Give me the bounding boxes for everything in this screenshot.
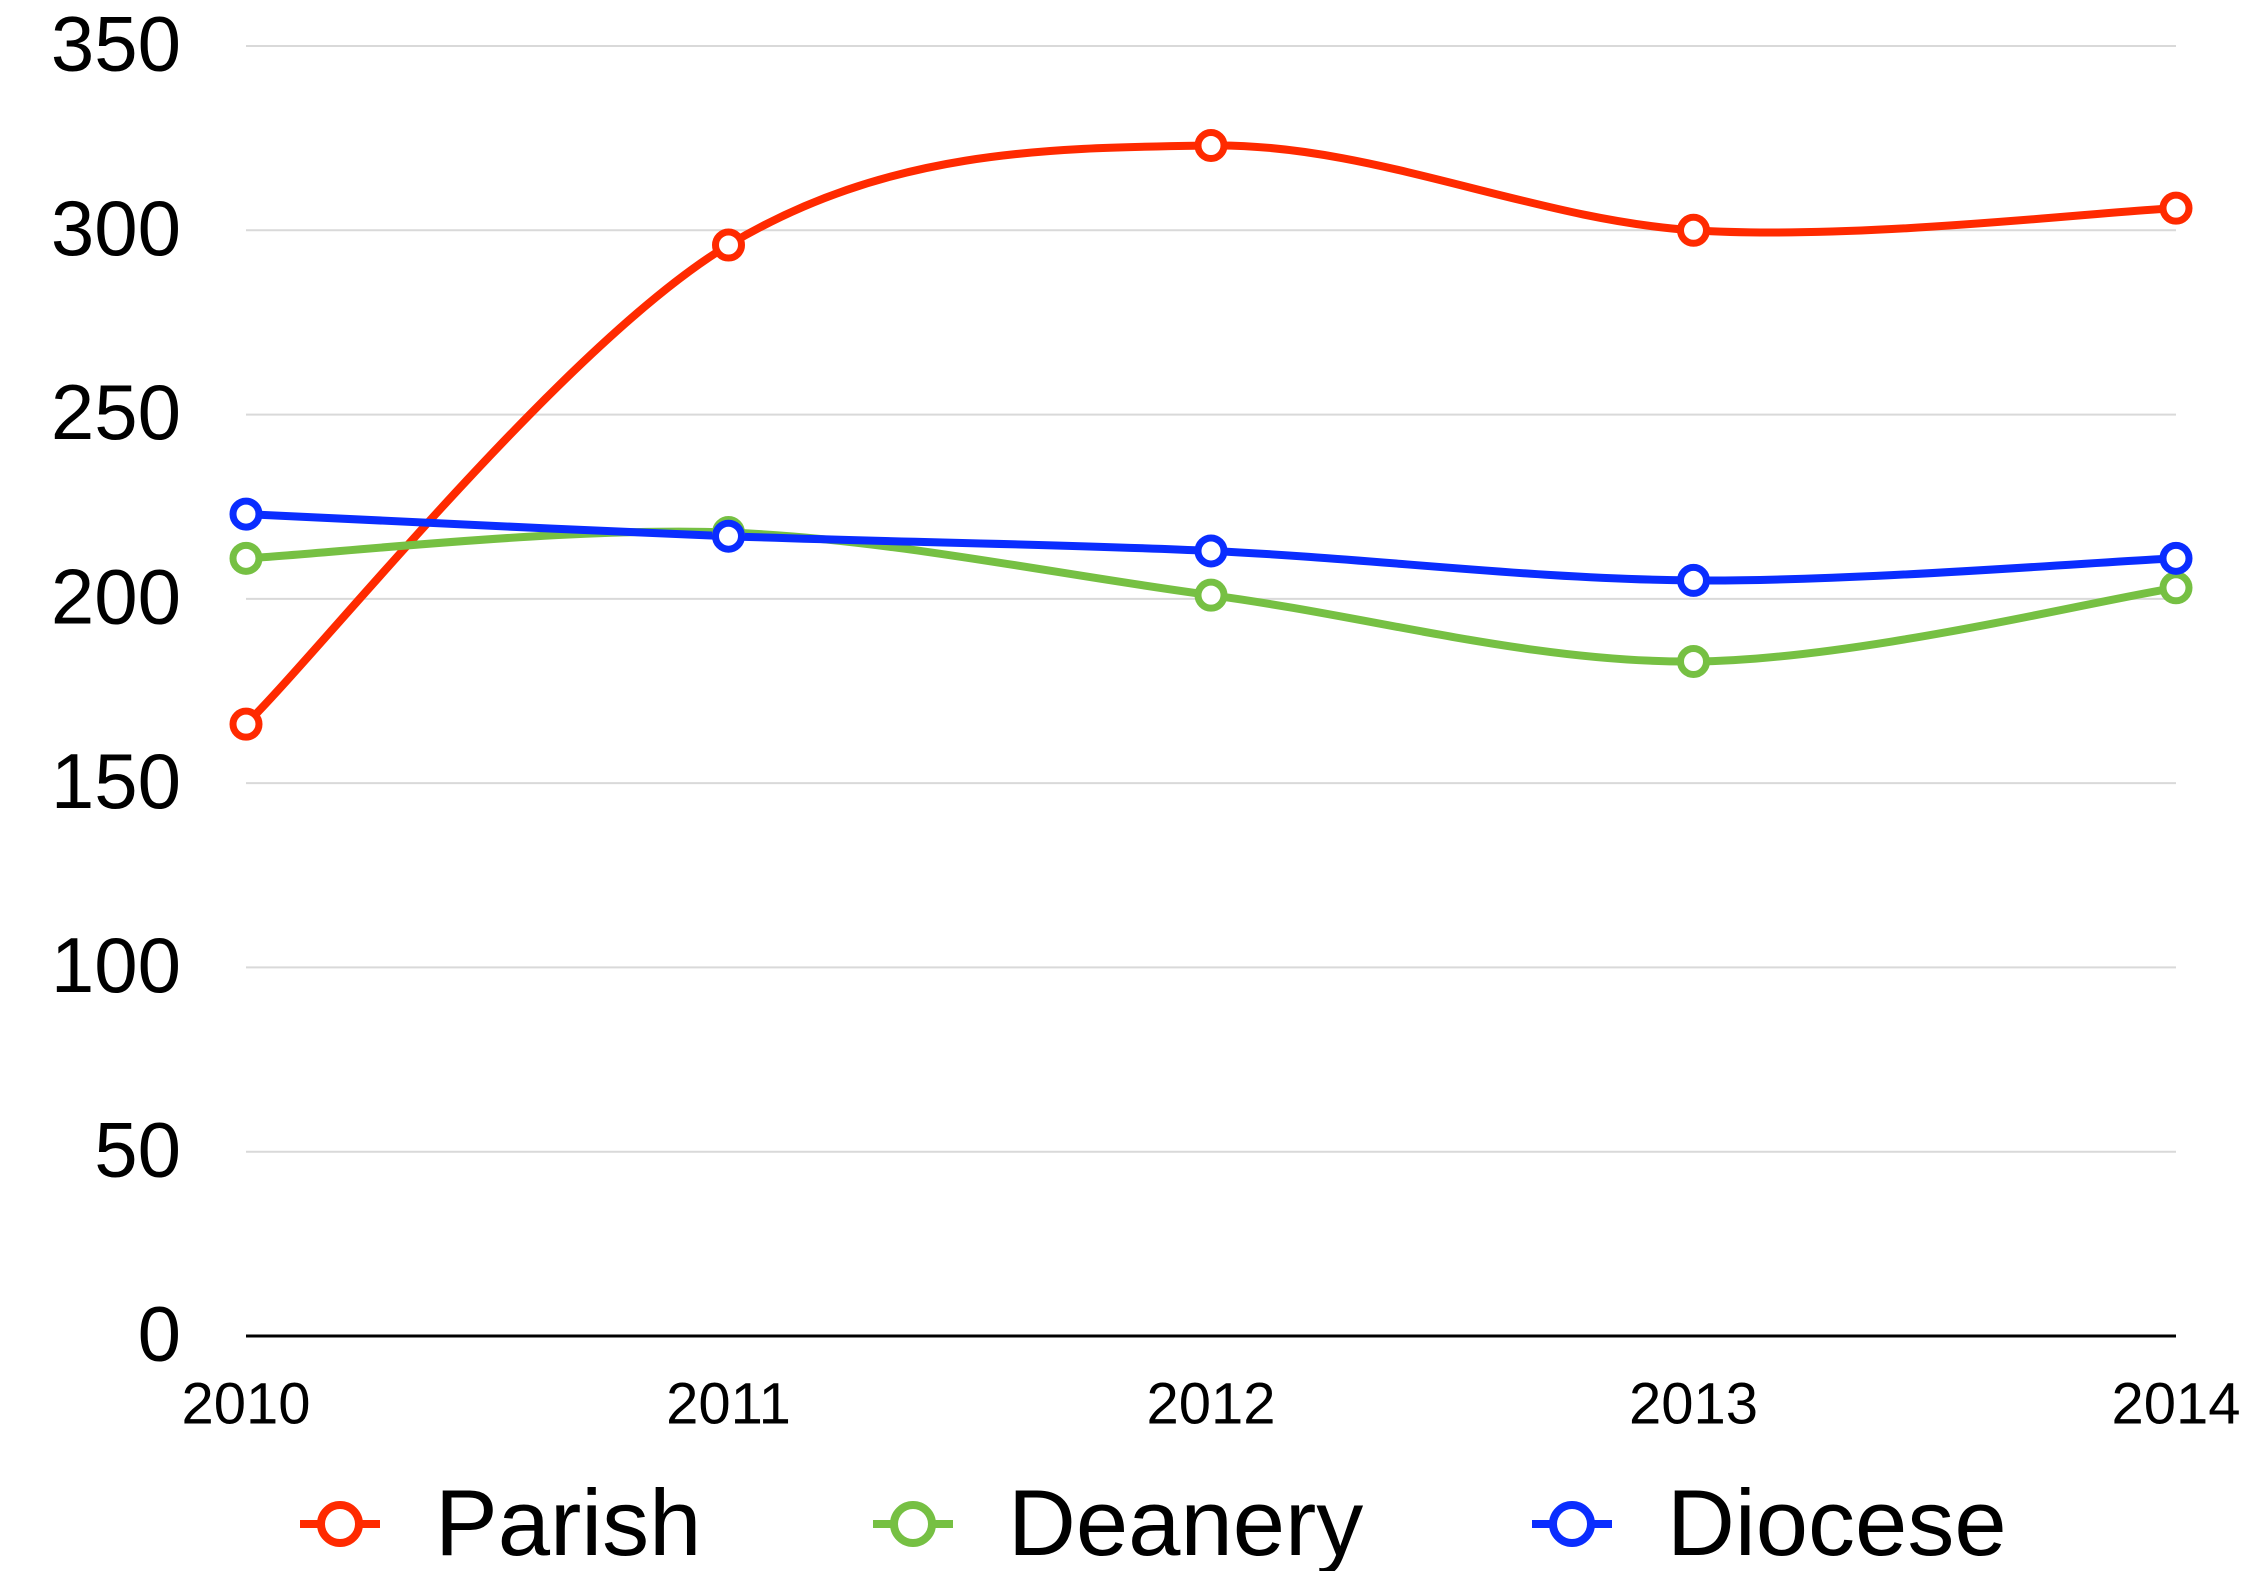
y-tick-label: 0	[138, 1290, 181, 1378]
point-marker	[229, 707, 263, 741]
legend-marker	[890, 1501, 936, 1547]
point-marker	[1677, 213, 1710, 247]
y-tick-label: 100	[51, 921, 181, 1009]
point-marker	[1194, 534, 1228, 568]
y-tick-label: 250	[51, 368, 181, 456]
y-tick-label: 350	[51, 0, 181, 88]
series-line	[243, 141, 2177, 728]
point-marker	[1677, 645, 1710, 679]
y-tick-label: 200	[51, 552, 181, 640]
point-marker	[229, 541, 263, 575]
point-marker	[712, 519, 745, 553]
x-tick-label: 2010	[181, 1371, 310, 1436]
x-tick-label: 2012	[1146, 1371, 1275, 1436]
legend-label: Parish	[435, 1470, 701, 1571]
point-marker	[2159, 571, 2193, 605]
y-tick-label: 50	[94, 1105, 181, 1193]
x-tick-label: 2011	[666, 1371, 791, 1436]
point-marker	[229, 497, 263, 531]
point-marker	[2159, 541, 2193, 575]
legend-label: Diocese	[1667, 1470, 2007, 1571]
legend-marker	[317, 1501, 363, 1547]
legend-marker	[1549, 1501, 1595, 1547]
x-tick-label: 2014	[2111, 1371, 2240, 1436]
legend-label: Deanery	[1008, 1470, 1363, 1571]
point-marker	[1194, 578, 1228, 612]
point-marker	[1677, 563, 1710, 597]
y-tick-label: 300	[51, 184, 181, 272]
y-tick-label: 150	[51, 737, 181, 825]
point-marker	[712, 228, 745, 262]
point-marker	[1194, 129, 1228, 163]
x-tick-label: 2013	[1629, 1371, 1758, 1436]
point-marker	[2159, 191, 2193, 225]
